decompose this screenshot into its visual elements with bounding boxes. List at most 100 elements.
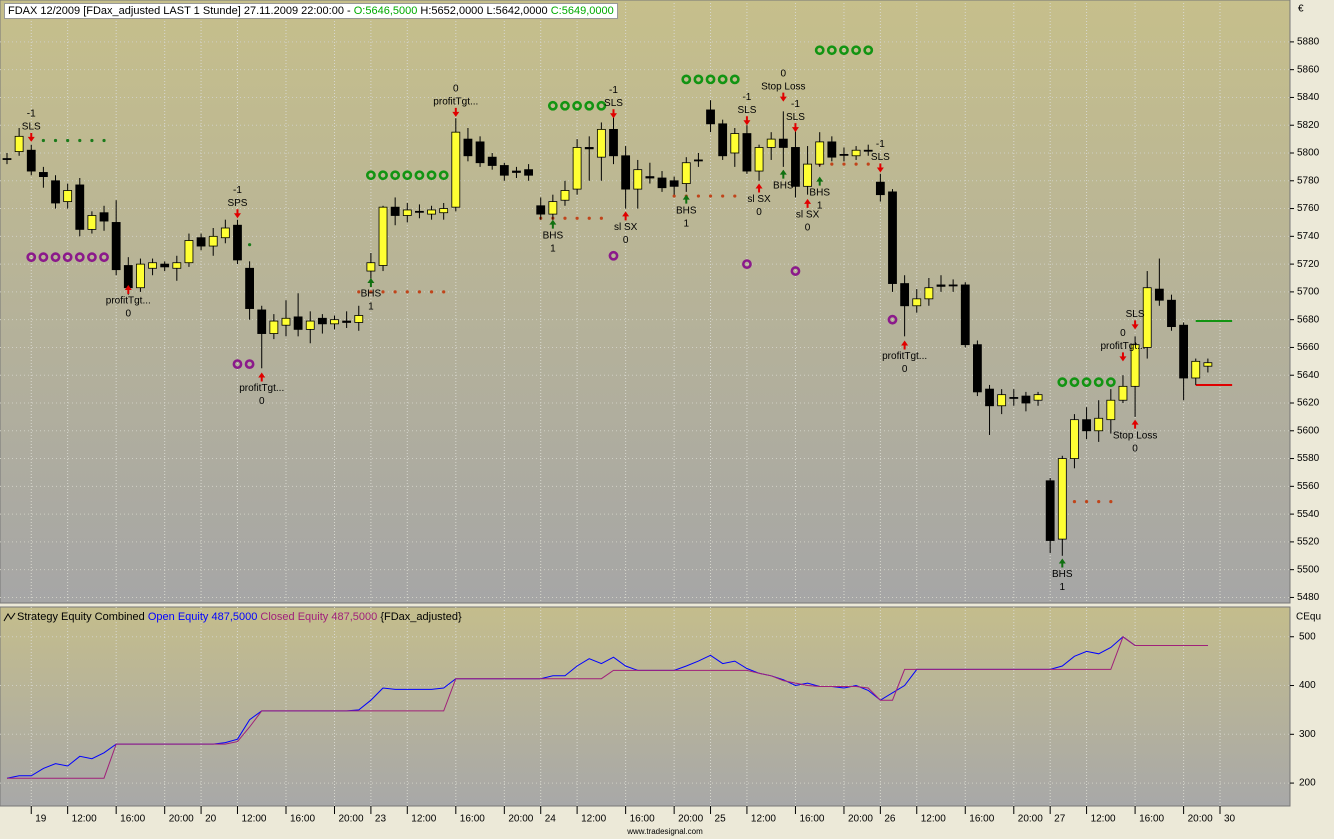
legend-name: Closed Equity xyxy=(260,611,329,623)
level-dot xyxy=(429,290,434,294)
legend-value: 487,5000 xyxy=(331,611,378,623)
candle-body xyxy=(730,133,740,154)
candle-body xyxy=(1106,399,1116,421)
candle-body xyxy=(1082,419,1091,432)
y-tick-label: 400 xyxy=(1299,680,1316,691)
target-ring xyxy=(426,170,437,181)
level-dot xyxy=(842,162,846,166)
y-tick-label: 5740 xyxy=(1297,231,1320,242)
candle-body xyxy=(1045,480,1055,541)
candle-body xyxy=(172,262,182,269)
target-ring xyxy=(705,74,716,85)
y-tick-label: 5760 xyxy=(1297,203,1320,214)
x-tick-label: 12:00 xyxy=(751,814,776,825)
signal-label: profitTgt... xyxy=(239,383,284,394)
pane-icon xyxy=(3,612,16,622)
candle-body xyxy=(487,156,497,166)
target-ring xyxy=(839,45,849,56)
signal-arrow xyxy=(682,194,690,204)
ohlc-low: L:5642,0000 xyxy=(486,5,548,17)
signal-arrow xyxy=(1119,352,1127,362)
candle-body xyxy=(839,153,849,156)
level-dot xyxy=(733,194,737,198)
candle-body xyxy=(742,133,752,172)
header-title: FDAX 12/2009 [FDax_adjusted LAST 1 Stund… xyxy=(8,5,351,17)
target-ring xyxy=(1069,377,1080,388)
signal-label: 1 xyxy=(683,218,689,229)
signal-label: SLS xyxy=(786,112,805,123)
x-tick-label: 30 xyxy=(1224,814,1236,825)
legend-open-equity: Open Equity 487,5000 xyxy=(148,611,258,623)
signal-label: SPS xyxy=(227,198,247,209)
x-tick-label: 25 xyxy=(715,814,727,825)
candle-body xyxy=(1070,419,1079,459)
signal-label: -1 xyxy=(609,85,618,96)
signal-arrow xyxy=(549,219,557,229)
level-dot xyxy=(248,243,252,247)
legend-name: Open Equity xyxy=(147,611,209,623)
y-tick-label: 300 xyxy=(1299,729,1316,740)
signal-label: SLS xyxy=(604,98,623,109)
x-tick-label: 12:00 xyxy=(241,814,266,825)
target-ring xyxy=(87,252,97,263)
signal-arrow xyxy=(816,176,824,186)
candle-body xyxy=(912,298,922,307)
signal-label: BHS xyxy=(361,289,382,300)
candle-body xyxy=(293,316,303,330)
candle-body xyxy=(233,224,242,261)
target-ring xyxy=(365,170,376,181)
y-tick-label: 5620 xyxy=(1297,398,1320,409)
signal-label: 1 xyxy=(817,200,823,211)
y-tick-label: 5520 xyxy=(1297,537,1320,548)
candle-body xyxy=(1009,397,1019,399)
signal-label: profitTgt... xyxy=(106,296,151,307)
signal-arrow xyxy=(779,169,787,179)
y-tick-label: 5580 xyxy=(1297,453,1320,464)
signal-arrow xyxy=(1131,419,1139,429)
x-tick-label: 20:00 xyxy=(678,814,703,825)
y-tick-label: 5860 xyxy=(1297,64,1320,75)
target-ring xyxy=(1105,377,1116,388)
level-dot xyxy=(442,290,446,294)
signal-label: SLS xyxy=(1126,309,1145,320)
x-tick-label: 19 xyxy=(35,814,47,825)
candle-body xyxy=(863,149,873,152)
watermark: www.tradesignal.com xyxy=(626,827,703,836)
price-header: FDAX 12/2009 [FDax_adjusted LAST 1 Stund… xyxy=(4,3,618,19)
signal-label: 0 xyxy=(781,68,787,79)
target-ring xyxy=(547,100,558,111)
candle-body xyxy=(499,165,509,176)
candle-body xyxy=(208,235,218,247)
signal-label: -1 xyxy=(876,139,885,150)
y-tick-label: 5720 xyxy=(1297,259,1320,270)
x-tick-label: 27 xyxy=(1054,814,1066,825)
signal-arrow xyxy=(901,340,909,350)
signal-arrow xyxy=(804,198,812,208)
level-dot xyxy=(1109,500,1113,504)
ohlc-high: H:5652,0000 xyxy=(420,5,484,17)
signal-arrow xyxy=(610,109,617,119)
candle-body xyxy=(439,208,449,214)
target-ring xyxy=(681,74,692,85)
x-tick-label: 20:00 xyxy=(1018,814,1043,825)
candle-body xyxy=(548,201,558,215)
target-ring xyxy=(826,45,837,56)
signal-arrow xyxy=(755,183,763,193)
x-tick-label: 12:00 xyxy=(72,814,97,825)
x-tick-label: 20:00 xyxy=(1188,814,1213,825)
signal-arrow xyxy=(791,123,799,133)
candle-body xyxy=(51,180,60,204)
candle-body xyxy=(2,158,12,160)
candle-body xyxy=(99,212,109,222)
x-tick-label: 23 xyxy=(375,814,387,825)
candle-body xyxy=(160,263,170,268)
signal-label: BHS xyxy=(1052,569,1073,580)
y-tick-label: 5680 xyxy=(1297,314,1320,325)
signal-label: 0 xyxy=(126,309,132,320)
candle-body xyxy=(791,147,800,187)
target-ring xyxy=(438,170,449,181)
level-dot xyxy=(587,216,591,220)
candle-body xyxy=(111,222,121,271)
target-ring xyxy=(402,170,413,181)
signal-label: 0 xyxy=(453,84,459,95)
